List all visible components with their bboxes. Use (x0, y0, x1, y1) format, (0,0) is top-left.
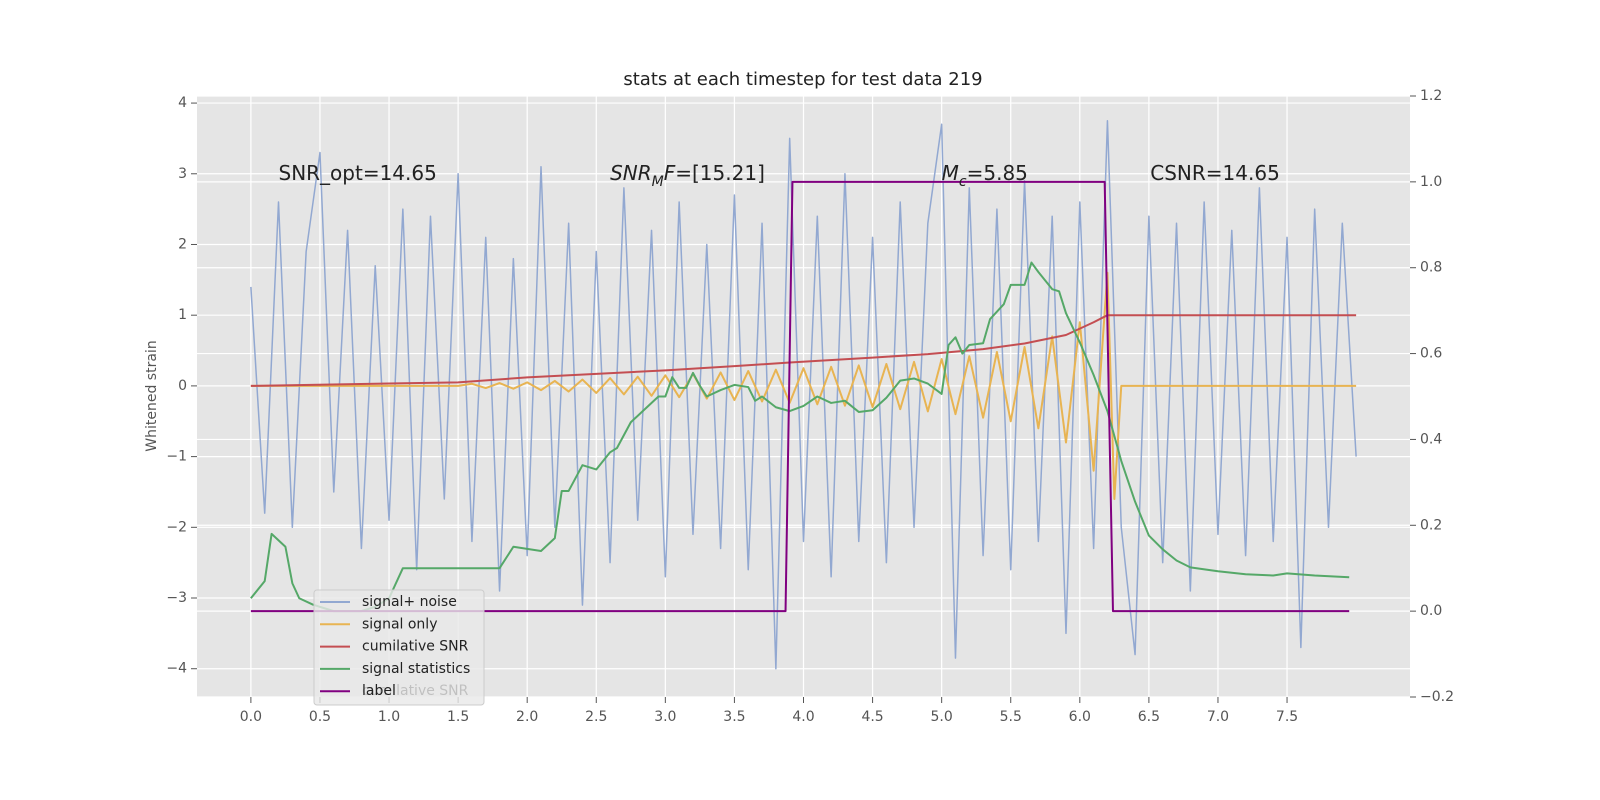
y-tick-label: −1 (166, 449, 187, 465)
series-line (250, 271, 1357, 501)
x-tick-label: 3.0 (654, 709, 676, 725)
series-line (250, 261, 1350, 613)
marks: SNR_opt=14.65 SNRMF=[15.21] Mc=5.85 CSNR=14… (250, 120, 1357, 670)
y-tick-label: 1 (178, 307, 187, 323)
annotation-part: SNR_opt=14.65 (279, 160, 437, 184)
y-tick-label: 4 (178, 95, 187, 111)
y2-tick-label: 0.4 (1420, 431, 1442, 447)
x-tick-label: 5.0 (931, 709, 953, 725)
annotation-part: =5.85 (967, 160, 1028, 184)
annotation: SNR_opt=14.65 (279, 160, 437, 184)
legend-label: signal statistics (362, 661, 470, 677)
series-line (250, 120, 1357, 670)
legend-label: signal+ noise (362, 594, 457, 610)
y2-tick-label: 1.0 (1420, 174, 1442, 190)
legend-label: cumilative SNR (362, 639, 469, 655)
x-tick-label: 2.0 (516, 709, 538, 725)
annotation: CSNR=14.65 (1150, 160, 1280, 184)
x-tick-label: 4.5 (861, 709, 883, 725)
axes: −4 −3 −2 −1 0 1 2 3 4 −0.2 0.0 0.2 0.4 0.6 0.8 1.0 1.2 0.… (166, 88, 1454, 725)
y-axis-label: Whitened strain (144, 340, 160, 451)
y-tick-label: −2 (166, 519, 187, 535)
y2-tick-label: 0.6 (1420, 346, 1442, 362)
x-tick-label: 6.5 (1138, 709, 1160, 725)
x-tick-label: 7.0 (1207, 709, 1229, 725)
annotation-part: M (942, 160, 959, 184)
y-tick-label: 2 (178, 236, 187, 252)
legend-label: label (362, 683, 396, 699)
y-tick-label: −4 (166, 661, 187, 677)
annotation-part: c (959, 174, 967, 190)
y2-tick-label: 0.8 (1420, 260, 1442, 276)
x-tick-label: 0.5 (309, 709, 331, 725)
x-tick-label: 4.0 (792, 709, 814, 725)
x-tick-label: 1.5 (447, 709, 469, 725)
annotation-part: SNR (610, 160, 652, 184)
series-line (250, 314, 1357, 387)
x-tick-label: 7.5 (1276, 709, 1298, 725)
x-tick-label: 2.5 (585, 709, 607, 725)
legend-box (313, 589, 485, 706)
y2-tick-label: 0.0 (1420, 603, 1442, 619)
y2-tick-label: 1.2 (1420, 88, 1442, 104)
x-tick-label: 5.5 (1000, 709, 1022, 725)
y-tick-label: 0 (178, 378, 187, 394)
annotation: SNRMF=[15.21] (610, 160, 765, 190)
x-tick-label: 6.0 (1069, 709, 1091, 725)
x-tick-label: 3.5 (723, 709, 745, 725)
annotation-part: F (664, 160, 676, 184)
series-line (250, 180, 1350, 613)
x-tick-label: 0.0 (240, 709, 262, 725)
y2-tick-label: 0.2 (1420, 517, 1442, 533)
annotation: Mc=5.85 (942, 160, 1028, 190)
y2-tick-label: −0.2 (1420, 689, 1454, 705)
annotation-part: M (652, 174, 664, 190)
y-tick-label: −3 (166, 590, 187, 606)
annotation-part: CSNR=14.65 (1150, 160, 1280, 184)
chart-title: stats at each timestep for test data 219 (623, 69, 982, 90)
x-tick-label: 1.0 (378, 709, 400, 725)
annotation-part: =[15.21] (675, 160, 765, 184)
y-tick-label: 3 (178, 166, 187, 182)
legend-label: signal only (362, 616, 437, 632)
